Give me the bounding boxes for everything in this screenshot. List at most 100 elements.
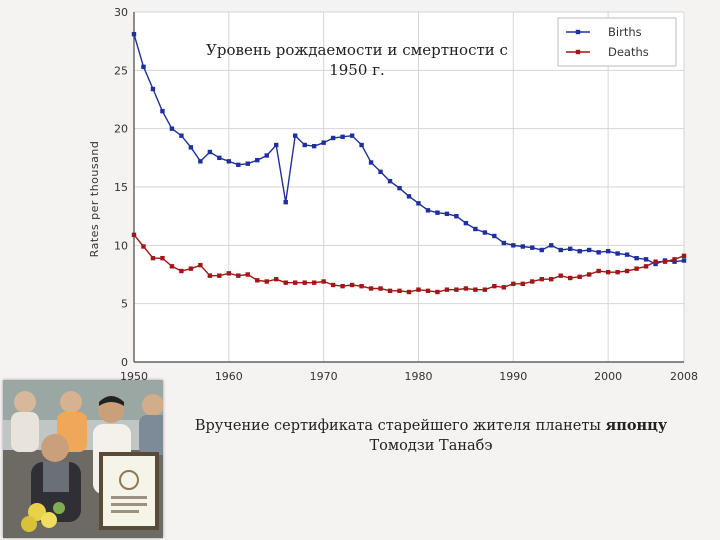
data-point-births bbox=[340, 134, 345, 140]
data-point-births bbox=[511, 243, 516, 248]
data-point-deaths bbox=[245, 272, 250, 277]
data-point-births bbox=[586, 247, 592, 253]
data-point-deaths bbox=[463, 286, 469, 291]
data-point-births bbox=[463, 220, 469, 226]
data-point-deaths bbox=[321, 279, 326, 284]
data-point-deaths bbox=[368, 286, 374, 291]
data-point-deaths bbox=[454, 287, 459, 292]
data-point-deaths bbox=[511, 281, 516, 287]
data-point-births bbox=[226, 159, 232, 164]
data-point-births bbox=[605, 248, 611, 254]
data-point-deaths bbox=[492, 283, 497, 289]
data-point-deaths bbox=[577, 274, 582, 280]
data-point-deaths bbox=[501, 285, 507, 290]
data-point-births bbox=[349, 133, 355, 138]
photo-caption: Вручение сертификата старейшего жителя п… bbox=[166, 416, 696, 456]
data-point-deaths bbox=[530, 279, 535, 284]
data-point-births bbox=[520, 244, 525, 249]
legend-box bbox=[557, 17, 677, 67]
y-tick-label: 5 bbox=[121, 298, 128, 311]
x-tick-label: 2008 bbox=[670, 370, 698, 383]
data-point-deaths bbox=[160, 255, 165, 261]
data-point-births bbox=[311, 143, 317, 149]
data-point-births bbox=[293, 133, 298, 138]
data-point-deaths bbox=[653, 259, 658, 264]
data-point-deaths bbox=[539, 276, 544, 282]
photo-illustration bbox=[3, 380, 163, 538]
x-tick-label: 1970 bbox=[310, 370, 338, 383]
data-point-deaths bbox=[425, 288, 431, 294]
chart-overlay-title: Уровень рождаемости и смертности с 1950 … bbox=[206, 41, 508, 79]
y-axis-label: Rates per thousand bbox=[88, 141, 101, 258]
data-point-births bbox=[198, 159, 203, 164]
data-point-deaths bbox=[198, 262, 203, 268]
data-point-deaths bbox=[207, 273, 213, 278]
data-point-births bbox=[425, 208, 431, 213]
data-point-deaths bbox=[283, 280, 288, 285]
x-tick-label: 1980 bbox=[404, 370, 432, 383]
data-point-deaths bbox=[387, 288, 393, 294]
data-point-deaths bbox=[311, 280, 317, 285]
data-point-deaths bbox=[435, 289, 440, 295]
data-point-births bbox=[435, 210, 440, 215]
data-point-births bbox=[568, 246, 573, 252]
data-point-births bbox=[217, 155, 222, 161]
data-point-deaths bbox=[330, 282, 336, 288]
data-point-births bbox=[378, 169, 383, 175]
data-point-deaths bbox=[255, 278, 260, 283]
y-tick-label: 10 bbox=[114, 239, 128, 252]
data-point-births bbox=[283, 199, 288, 205]
data-point-births bbox=[188, 145, 194, 150]
data-point-births bbox=[539, 247, 544, 253]
data-point-births bbox=[681, 258, 687, 263]
data-point-deaths bbox=[444, 287, 450, 292]
data-point-births bbox=[387, 178, 393, 184]
data-point-births bbox=[482, 230, 488, 235]
award-ceremony-photo bbox=[3, 380, 163, 538]
data-point-births bbox=[473, 226, 478, 232]
data-point-deaths bbox=[141, 244, 146, 249]
data-point-deaths bbox=[596, 268, 601, 274]
data-point-deaths bbox=[131, 232, 137, 238]
data-point-births bbox=[236, 162, 241, 168]
x-tick-label: 1960 bbox=[215, 370, 243, 383]
data-point-deaths bbox=[150, 255, 156, 261]
y-tick-label: 30 bbox=[114, 6, 128, 19]
data-point-deaths bbox=[672, 257, 677, 262]
data-point-births bbox=[558, 247, 563, 253]
y-tick-label: 25 bbox=[114, 64, 128, 77]
data-point-deaths bbox=[568, 275, 573, 281]
caption-text-start: Вручение сертификата старейшего жителя п… bbox=[194, 418, 606, 434]
data-point-deaths bbox=[482, 287, 488, 292]
x-tick-label: 1990 bbox=[499, 370, 527, 383]
data-point-births bbox=[549, 243, 554, 248]
data-point-births bbox=[406, 194, 412, 199]
data-point-deaths bbox=[359, 283, 364, 289]
data-point-births bbox=[501, 240, 507, 246]
data-point-births bbox=[179, 133, 184, 138]
y-tick-label: 20 bbox=[114, 123, 128, 136]
caption-text-bold: японцу bbox=[605, 417, 668, 434]
data-point-deaths bbox=[302, 280, 307, 285]
data-point-births bbox=[255, 157, 260, 163]
data-point-deaths bbox=[293, 280, 298, 285]
data-point-deaths bbox=[349, 282, 355, 288]
data-point-births bbox=[634, 255, 639, 261]
data-point-deaths bbox=[236, 273, 241, 278]
data-point-deaths bbox=[473, 287, 478, 292]
data-point-deaths bbox=[662, 259, 668, 264]
data-point-births bbox=[615, 251, 620, 256]
x-tick-label: 1950 bbox=[120, 370, 148, 383]
data-point-births bbox=[264, 153, 269, 158]
data-point-births bbox=[131, 31, 137, 37]
data-point-deaths bbox=[634, 266, 639, 271]
data-point-births bbox=[359, 142, 364, 148]
data-point-deaths bbox=[179, 268, 184, 274]
data-point-deaths bbox=[586, 272, 592, 277]
data-point-births bbox=[321, 140, 326, 145]
data-point-deaths bbox=[340, 283, 345, 289]
data-point-deaths bbox=[605, 269, 611, 275]
data-point-births bbox=[302, 142, 307, 148]
